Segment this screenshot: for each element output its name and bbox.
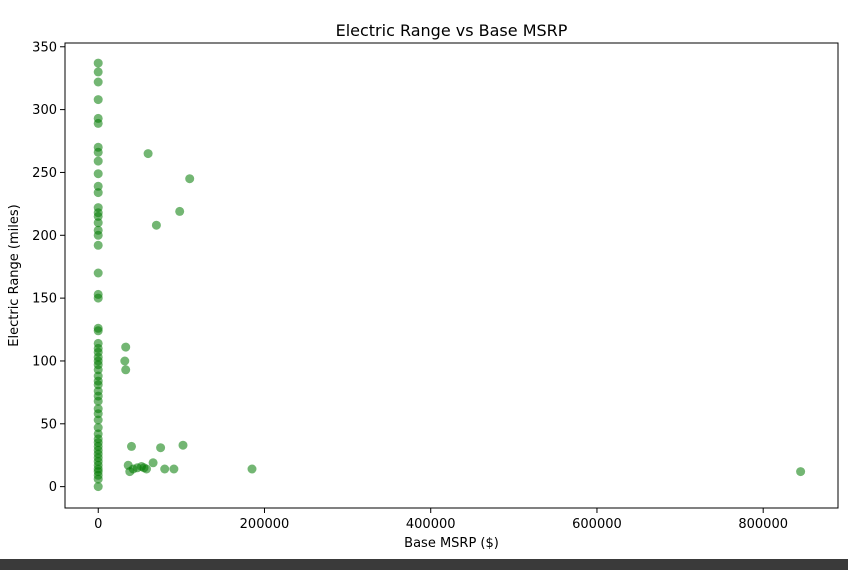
- data-point: [175, 207, 184, 216]
- y-axis-title: Electric Range (miles): [7, 204, 22, 346]
- x-tick-label: 600000: [572, 517, 622, 532]
- data-point: [94, 294, 103, 303]
- data-point: [248, 465, 257, 474]
- data-point: [121, 365, 130, 374]
- chart-title: Electric Range vs Base MSRP: [336, 21, 568, 40]
- data-point: [144, 149, 153, 158]
- data-point: [94, 119, 103, 128]
- data-point: [94, 231, 103, 240]
- plot-area-frame: [65, 43, 838, 508]
- x-axis-ticks: 0 200000 400000 600000 800000: [94, 508, 788, 532]
- data-point: [169, 465, 178, 474]
- data-point: [94, 67, 103, 76]
- x-tick-label: 800000: [738, 517, 788, 532]
- data-point: [179, 441, 188, 450]
- data-point: [121, 343, 130, 352]
- y-tick-label: 250: [32, 166, 57, 181]
- data-point: [94, 326, 103, 335]
- data-point: [94, 188, 103, 197]
- points-layer: [94, 59, 805, 492]
- y-axis-ticks: 0 50 100 150 200 250 300 350: [32, 40, 65, 495]
- data-point: [796, 467, 805, 476]
- data-point: [160, 465, 169, 474]
- data-point: [94, 148, 103, 157]
- x-tick-label: 0: [94, 517, 102, 532]
- data-point: [94, 157, 103, 166]
- data-point: [142, 465, 151, 474]
- data-point: [94, 269, 103, 278]
- data-point: [156, 443, 165, 452]
- data-point: [152, 221, 161, 230]
- y-tick-label: 150: [32, 292, 57, 307]
- data-point: [94, 241, 103, 250]
- bottom-bar: [0, 559, 848, 570]
- y-tick-label: 50: [40, 417, 57, 432]
- data-point: [149, 458, 158, 467]
- data-point: [94, 95, 103, 104]
- x-tick-label: 200000: [240, 517, 290, 532]
- data-point: [127, 442, 136, 451]
- data-point: [185, 174, 194, 183]
- data-point: [94, 482, 103, 491]
- y-tick-label: 350: [32, 40, 57, 55]
- x-axis-title: Base MSRP ($): [404, 536, 499, 551]
- data-point: [94, 169, 103, 178]
- data-point: [94, 78, 103, 87]
- data-point: [120, 357, 129, 366]
- x-tick-label: 400000: [406, 517, 456, 532]
- data-point: [94, 59, 103, 68]
- y-tick-label: 0: [49, 480, 57, 495]
- y-tick-label: 300: [32, 103, 57, 118]
- y-tick-label: 100: [32, 354, 57, 369]
- y-tick-label: 200: [32, 229, 57, 244]
